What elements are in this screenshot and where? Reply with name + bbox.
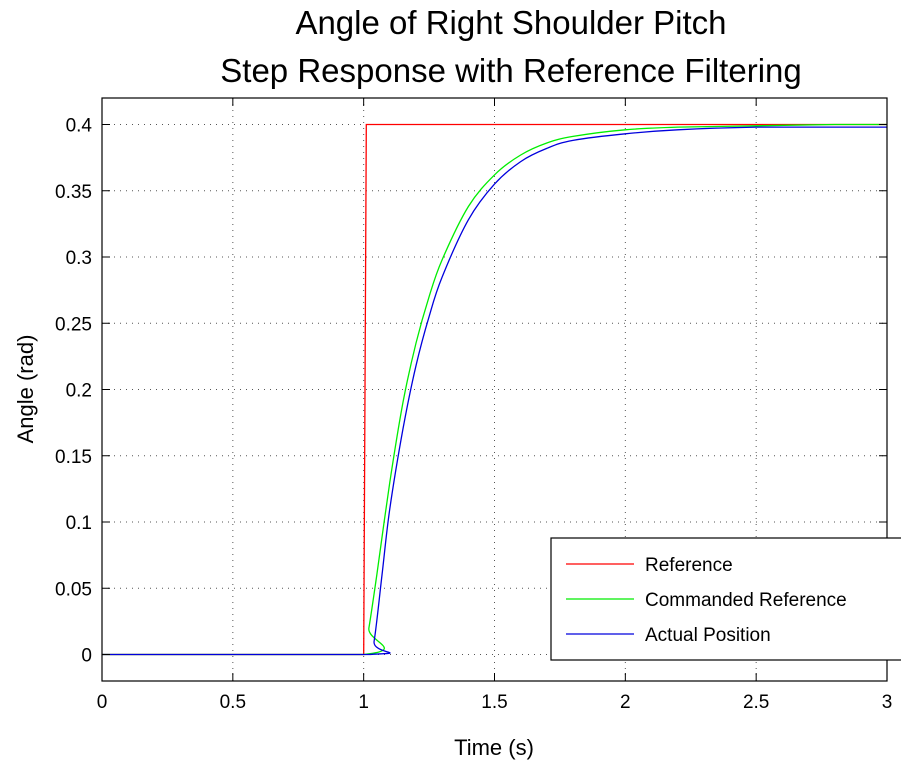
legend-entry-reference-label: Reference xyxy=(645,555,733,576)
y-tick-label: 0 xyxy=(81,646,92,667)
y-tick-label: 0.1 xyxy=(66,513,92,534)
x-tick-label: 0.5 xyxy=(220,692,246,713)
x-tick-label: 3 xyxy=(882,692,893,713)
legend-entry-commanded-reference-label: Commanded Reference xyxy=(645,590,847,611)
y-tick-label: 0.4 xyxy=(66,116,93,137)
y-tick-label: 0.15 xyxy=(55,447,92,468)
x-tick-label: 1.5 xyxy=(481,692,507,713)
chart-title-line-2: Step Response with Reference Filtering xyxy=(220,52,801,89)
y-tick-label: 0.25 xyxy=(55,314,92,335)
x-axis-label: Time (s) xyxy=(454,735,534,760)
actual-position-line xyxy=(102,126,887,656)
y-tick-label: 0.05 xyxy=(55,579,92,600)
legend-entry-actual-position-label: Actual Position xyxy=(645,625,771,646)
x-tick-label: 0 xyxy=(97,692,108,713)
y-tick-label: 0.2 xyxy=(66,381,92,402)
x-tick-label: 2 xyxy=(620,692,631,713)
legend: Reference Commanded Reference Actual Posit… xyxy=(550,537,901,661)
axis-ticks: 0 0.5 1 1.5 2 2.5 3 0 0.05 0.1 0.15 0.2 0.25 0.3 0.35 0… xyxy=(55,98,892,713)
y-axis-label: Angle (rad) xyxy=(13,335,38,444)
x-tick-label: 1 xyxy=(358,692,369,713)
x-tick-label: 2.5 xyxy=(743,692,769,713)
y-tick-label: 0.35 xyxy=(55,182,92,203)
data-series xyxy=(102,123,887,656)
y-tick-label: 0.3 xyxy=(66,248,92,269)
chart-title-line-1: Angle of Right Shoulder Pitch xyxy=(295,4,726,41)
commanded-reference-line xyxy=(102,123,887,656)
